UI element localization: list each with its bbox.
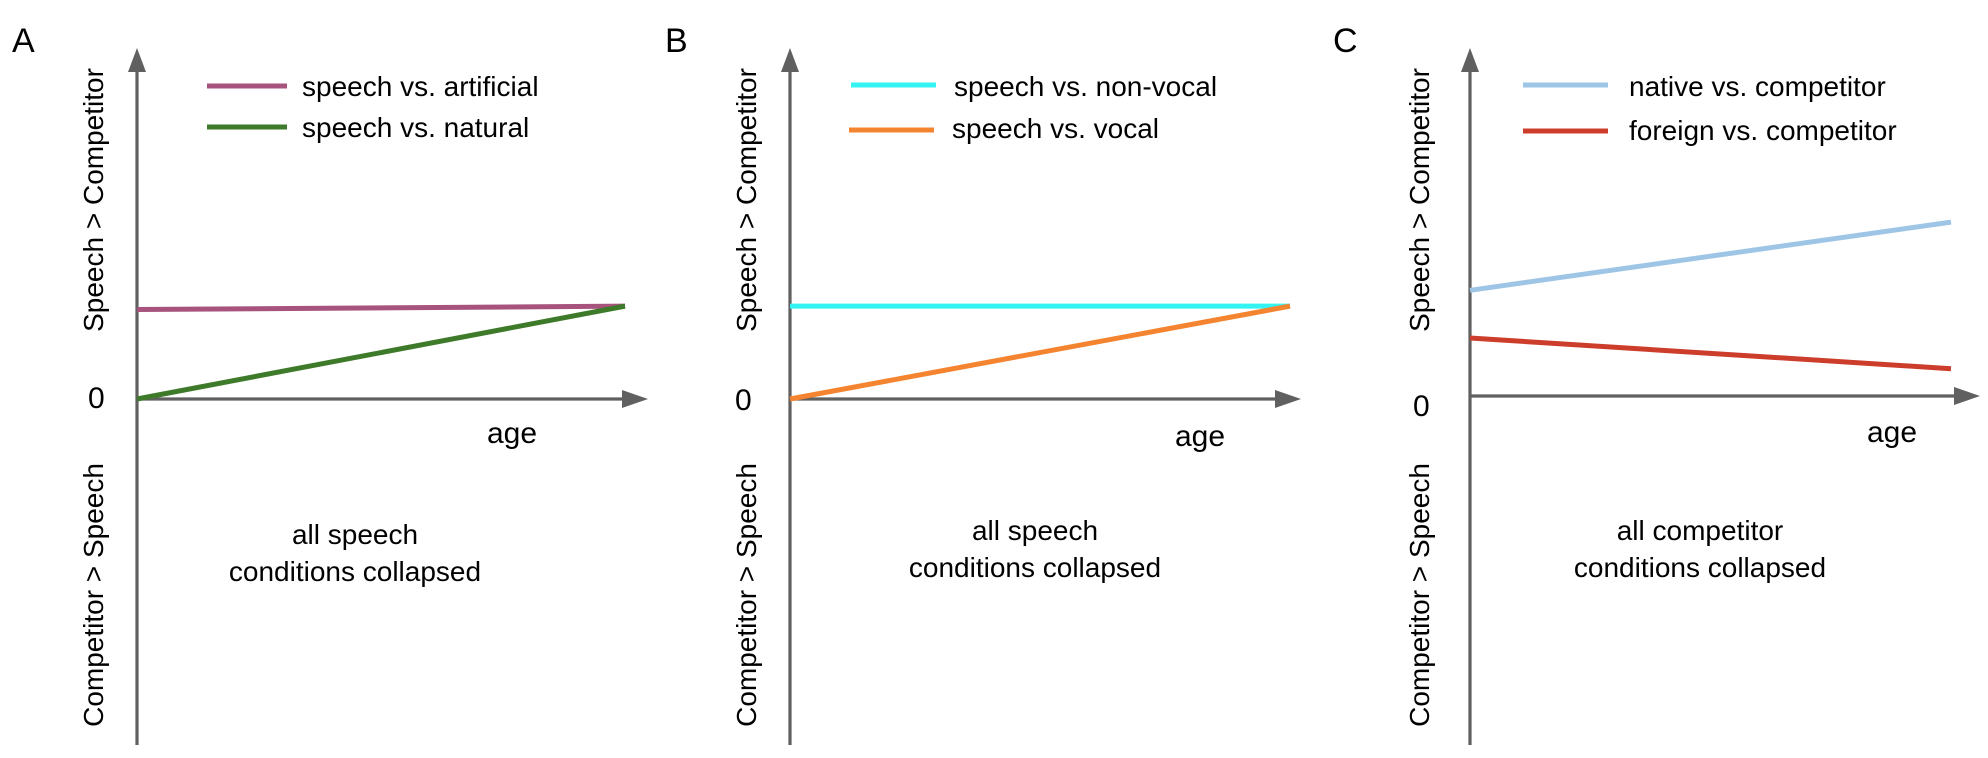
legend-entry: speech vs. vocal bbox=[849, 113, 1159, 144]
series-line bbox=[1469, 335, 1952, 372]
panel-c: C Speech > Competitor Competitor > Speec… bbox=[1333, 22, 1980, 745]
plot-lines bbox=[789, 303, 1291, 402]
panel-label: C bbox=[1333, 22, 1358, 60]
y-axis-label-upper: Speech > Competitor bbox=[731, 68, 762, 332]
x-axis-arrowhead bbox=[1954, 387, 1980, 405]
y-axis-label-upper: Speech > Competitor bbox=[78, 68, 109, 332]
plot-lines bbox=[136, 303, 626, 402]
legend-label: native vs. competitor bbox=[1629, 71, 1886, 102]
legend: speech vs. non-vocal speech vs. vocal bbox=[849, 71, 1217, 144]
series-line bbox=[789, 303, 1291, 402]
legend-label: speech vs. artificial bbox=[302, 71, 539, 102]
annotation-line-1: all speech bbox=[292, 519, 418, 550]
axes bbox=[1461, 48, 1980, 745]
legend-label: foreign vs. competitor bbox=[1629, 115, 1897, 146]
axes bbox=[781, 48, 1301, 745]
legend-entry: speech vs. artificial bbox=[207, 71, 539, 102]
panel-b: B Speech > Competitor Competitor > Speec… bbox=[665, 22, 1301, 745]
plot-lines bbox=[1469, 219, 1952, 372]
annotation-line-1: all speech bbox=[972, 515, 1098, 546]
series-line bbox=[136, 303, 626, 402]
legend: speech vs. artificial speech vs. natural bbox=[207, 71, 539, 143]
legend-label: speech vs. vocal bbox=[952, 113, 1159, 144]
x-axis-label: age bbox=[1867, 416, 1917, 449]
annotation-line-2: conditions collapsed bbox=[909, 552, 1161, 583]
y-axis-label-upper: Speech > Competitor bbox=[1404, 68, 1435, 332]
annotation-line-2: conditions collapsed bbox=[229, 556, 481, 587]
legend: native vs. competitor foreign vs. compet… bbox=[1523, 71, 1897, 146]
legend-label: speech vs. non-vocal bbox=[954, 71, 1217, 102]
series-line bbox=[136, 303, 626, 313]
legend-label: speech vs. natural bbox=[302, 112, 529, 143]
legend-entry: speech vs. natural bbox=[207, 112, 529, 143]
series-line bbox=[1469, 219, 1952, 293]
annotation-line-2: conditions collapsed bbox=[1574, 552, 1826, 583]
y-zero-label: 0 bbox=[735, 384, 752, 417]
x-axis-arrowhead bbox=[1275, 390, 1301, 408]
y-axis-arrowhead bbox=[128, 48, 146, 72]
legend-entry: native vs. competitor bbox=[1523, 71, 1886, 102]
x-axis-arrowhead bbox=[622, 390, 648, 408]
x-axis-label: age bbox=[487, 417, 537, 450]
annotation-line-1: all competitor bbox=[1617, 515, 1784, 546]
y-axis-arrowhead bbox=[1461, 48, 1479, 72]
y-axis-arrowhead bbox=[781, 48, 799, 72]
panel-label: B bbox=[665, 22, 688, 60]
legend-entry: speech vs. non-vocal bbox=[851, 71, 1217, 102]
panel-label: A bbox=[12, 22, 35, 60]
y-axis-label-lower: Competitor > Speech bbox=[78, 463, 109, 727]
y-zero-label: 0 bbox=[1413, 390, 1430, 423]
y-axis-label-lower: Competitor > Speech bbox=[731, 463, 762, 727]
panel-a: A Speech > Competitor Competitor > Speec… bbox=[12, 22, 648, 745]
axes bbox=[128, 48, 648, 745]
legend-entry: foreign vs. competitor bbox=[1523, 115, 1897, 146]
x-axis-label: age bbox=[1175, 420, 1225, 453]
y-axis-label-lower: Competitor > Speech bbox=[1404, 463, 1435, 727]
y-zero-label: 0 bbox=[88, 382, 105, 415]
